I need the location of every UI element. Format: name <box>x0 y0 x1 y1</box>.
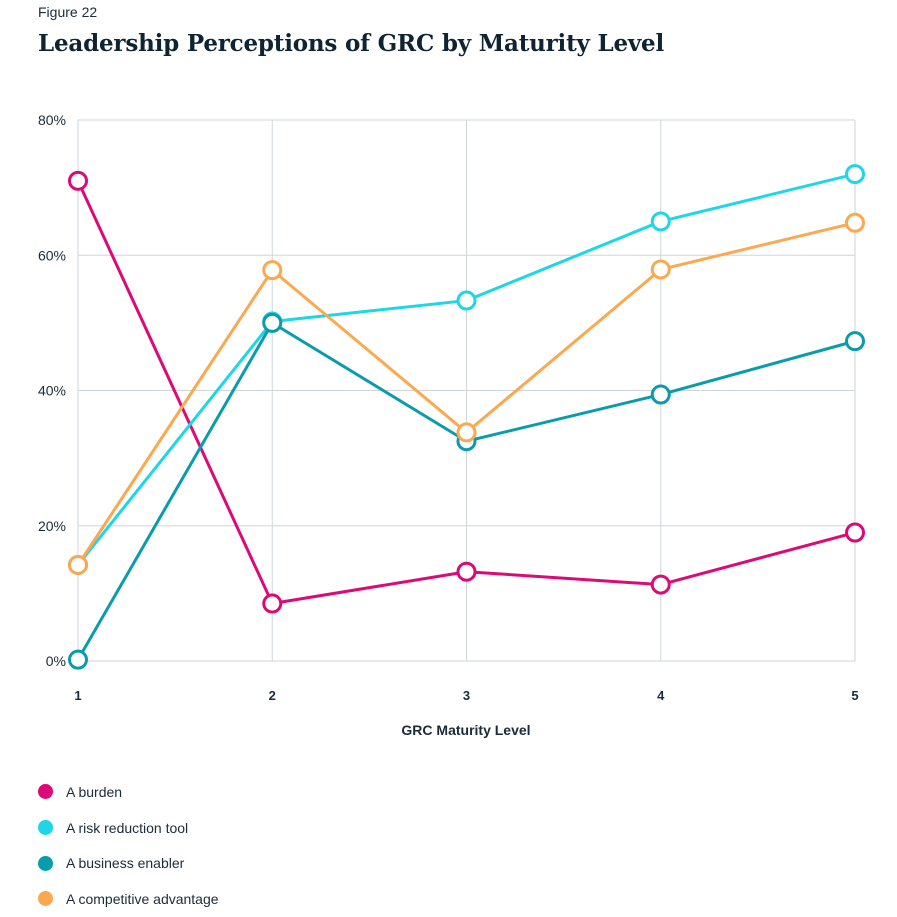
series-lines <box>68 164 865 670</box>
legend-item: A business enabler <box>38 845 219 881</box>
data-point-marker <box>650 211 671 232</box>
data-point-marker <box>650 259 671 280</box>
data-point-marker <box>456 422 477 443</box>
data-point-marker <box>68 649 88 670</box>
legend-label: A competitive advantage <box>66 890 219 907</box>
data-point-marker <box>456 561 477 582</box>
data-point-marker <box>456 290 477 311</box>
data-point-marker <box>650 384 671 405</box>
legend: A burden A risk reduction tool A business … <box>38 774 219 917</box>
legend-swatch <box>38 855 53 871</box>
y-tick-label: 20% <box>38 518 66 534</box>
legend-label: A burden <box>66 783 123 800</box>
data-point-marker <box>262 593 283 614</box>
legend-item: A risk reduction tool <box>38 810 219 846</box>
data-point-marker <box>262 312 283 333</box>
data-point-marker <box>845 212 865 233</box>
y-tick-label: 0% <box>46 653 66 669</box>
data-point-marker <box>262 260 283 281</box>
axes: 0% 20% 40% 60% 80% 1 2 3 4 5 <box>38 112 859 703</box>
x-tick-label: 1 <box>74 688 81 703</box>
data-point-marker <box>68 170 88 191</box>
x-tick-label: 2 <box>269 688 276 703</box>
data-point-marker <box>845 331 865 352</box>
legend-swatch <box>38 891 53 907</box>
x-axis-title: GRC Maturity Level <box>401 722 530 738</box>
x-tick-label: 5 <box>851 688 858 703</box>
legend-swatch <box>38 820 53 836</box>
data-point-marker <box>68 554 88 575</box>
line-chart: 0% 20% 40% 60% 80% 1 2 3 4 5 GRC Maturity Level <box>38 112 865 738</box>
y-tick-label: 60% <box>38 247 66 263</box>
x-tick-label: 3 <box>463 688 470 703</box>
x-tick-label: 4 <box>657 688 665 703</box>
legend-label: A risk reduction tool <box>66 819 189 836</box>
y-tick-label: 40% <box>38 383 66 399</box>
data-point-marker <box>845 522 865 543</box>
figure-label: Figure 22 <box>38 4 98 20</box>
legend-item: A competitive advantage <box>38 881 219 917</box>
legend-swatch <box>38 784 53 800</box>
legend-label: A business enabler <box>66 855 185 872</box>
data-point-marker <box>845 164 865 185</box>
legend-item: A burden <box>38 774 219 810</box>
y-tick-label: 80% <box>38 112 66 128</box>
chart-title: Leadership Perceptions of GRC by Maturit… <box>38 30 665 57</box>
data-point-marker <box>650 574 671 595</box>
